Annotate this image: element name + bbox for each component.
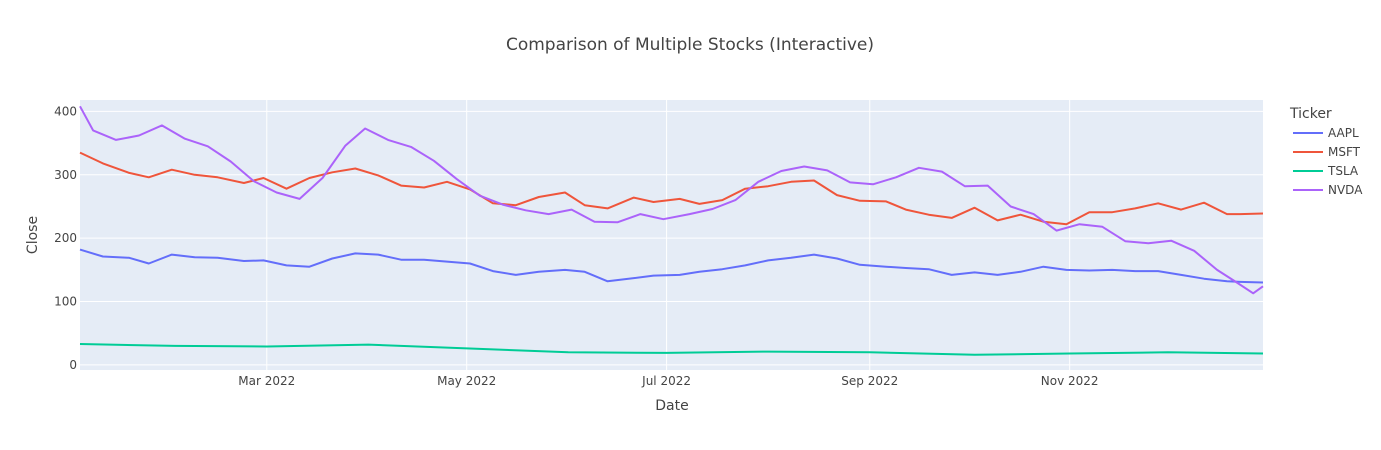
legend-item-tsla[interactable]: TSLA [1293, 164, 1359, 178]
legend-label: NVDA [1328, 183, 1363, 197]
y-tick-label: 100 [54, 295, 77, 309]
x-tick-label: Nov 2022 [1041, 374, 1099, 388]
legend-item-nvda[interactable]: NVDA [1293, 183, 1363, 197]
legend[interactable]: Ticker AAPL MSFT TSLA NVDA [1289, 106, 1363, 197]
series-line-tsla[interactable] [79, 343, 1264, 356]
x-tick-label: May 2022 [437, 374, 496, 388]
x-gridlines [266, 100, 1071, 370]
y-tick-label: 200 [54, 231, 77, 245]
y-axis-title: Close [25, 216, 41, 254]
series-line-msft[interactable] [79, 151, 1264, 226]
legend-title: Ticker [1289, 106, 1332, 122]
y-gridlines [80, 110, 1263, 366]
y-tick-labels: 0 100 200 300 400 [54, 104, 77, 372]
x-tick-label: Sep 2022 [841, 374, 898, 388]
series-line-aapl[interactable] [79, 248, 1264, 284]
legend-label: TSLA [1327, 164, 1359, 178]
y-tick-label: 300 [54, 168, 77, 182]
y-tick-label: 0 [69, 358, 77, 372]
legend-label: AAPL [1328, 126, 1359, 140]
x-tick-label: Mar 2022 [238, 374, 295, 388]
series-lines [79, 105, 1264, 356]
x-tick-label: Jul 2022 [641, 374, 691, 388]
x-axis-title: Date [655, 398, 688, 414]
legend-items[interactable]: AAPL MSFT TSLA NVDA [1293, 126, 1363, 197]
legend-label: MSFT [1328, 145, 1361, 159]
x-tick-labels: Mar 2022 May 2022 Jul 2022 Sep 2022 Nov 2022 [238, 374, 1098, 388]
y-tick-label: 400 [54, 104, 77, 118]
plot-background[interactable] [80, 100, 1263, 370]
legend-item-aapl[interactable]: AAPL [1293, 126, 1359, 140]
series-line-nvda[interactable] [79, 105, 1264, 295]
chart-title: Comparison of Multiple Stocks (Interacti… [506, 35, 874, 55]
legend-item-msft[interactable]: MSFT [1293, 145, 1361, 159]
